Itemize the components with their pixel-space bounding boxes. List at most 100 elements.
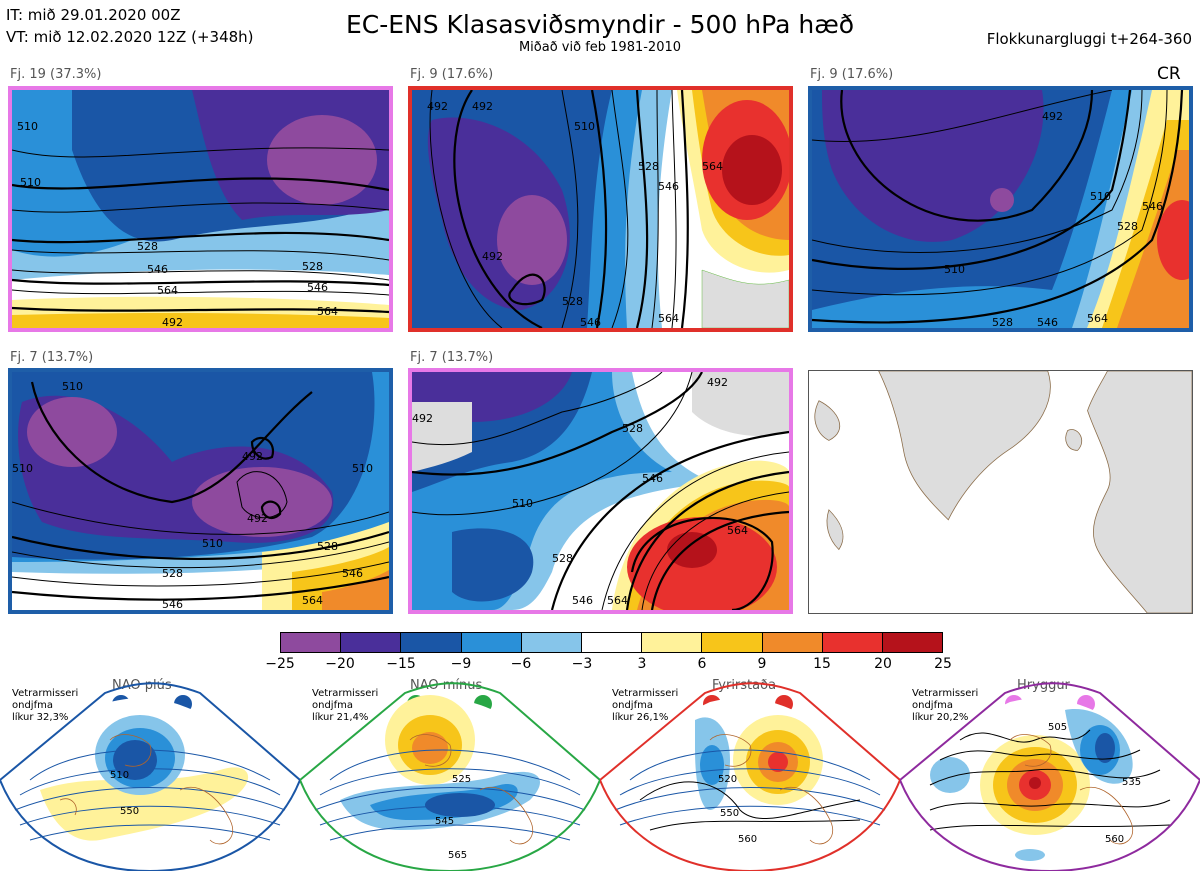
regime-frame — [900, 682, 1200, 871]
valid-time: VT: mið 12.02.2020 12Z (+348h) — [6, 28, 254, 46]
header-info: IT: mið 29.01.2020 00Z VT: mið 12.02.202… — [6, 4, 254, 48]
contour-label: 564 — [727, 524, 748, 537]
panel-5-label: Fj. 7 (13.7%) — [410, 350, 494, 365]
panel-1-label: Fj. 19 (37.3%) — [10, 67, 102, 82]
panel-3-label: Fj. 9 (17.6%) — [810, 67, 894, 82]
contour-label: 505 — [1048, 722, 1067, 733]
contour-label: 550 — [120, 806, 139, 817]
colorbar-swatch — [521, 633, 582, 652]
regime-title: NAO plús — [112, 678, 172, 693]
contour-label: 510 — [12, 462, 33, 475]
cluster-map-1: 510 510 528 546 564 528 546 564 492 — [8, 86, 393, 332]
contour-label: 564 — [1087, 312, 1108, 325]
colorbar-swatch — [581, 633, 643, 652]
contour-label: 564 — [157, 284, 178, 297]
colorbar-swatch — [341, 633, 402, 652]
contour-label: 560 — [1105, 834, 1124, 845]
contour-label: 564 — [317, 305, 338, 318]
colorbar-tick: −6 — [510, 656, 532, 672]
contour-label: 492 — [1042, 110, 1063, 123]
contour-label: 492 — [482, 250, 503, 263]
contour-label: 546 — [162, 598, 183, 610]
contour-label: 510 — [62, 380, 83, 393]
colorbar-tick: 20 — [874, 656, 892, 672]
cr-label: CR — [1157, 64, 1181, 84]
colorbar-swatch — [822, 633, 883, 652]
regime-note: Vetrarmisseri ondjfma líkur 20,2% — [912, 688, 979, 723]
regime-note: Vetrarmisseri ondjfma líkur 21,4% — [312, 688, 379, 723]
contour-label: 528 — [622, 422, 643, 435]
contour-label: 492 — [162, 316, 183, 328]
contour-label: 564 — [702, 160, 723, 173]
regime-frame — [300, 682, 600, 871]
contour-label: 546 — [580, 316, 601, 328]
page-title: EC-ENS Klasasviðsmyndir - 500 hPa hæð — [345, 10, 855, 39]
panel-4-label: Fj. 7 (13.7%) — [10, 350, 94, 365]
cluster-map-4: 510 510 510 492 492 510 528 528 546 546 … — [8, 368, 393, 614]
contour-label: 546 — [1142, 200, 1163, 213]
contour-label: 510 — [944, 263, 965, 276]
contour-label: 510 — [17, 120, 38, 133]
colorbar-swatch — [762, 633, 823, 652]
contour-label: 528 — [552, 552, 573, 565]
contour-label: 528 — [1117, 220, 1138, 233]
regime-note: Vetrarmisseri ondjfma líkur 32,3% — [12, 688, 79, 723]
contour-label: 528 — [992, 316, 1013, 328]
classification-window: Flokkunargluggi t+264-360 — [986, 30, 1192, 48]
colorbar-tick: 25 — [934, 656, 952, 672]
colorbar-tick: 6 — [697, 656, 707, 672]
contour-label: 528 — [562, 295, 583, 308]
contour-label: 525 — [452, 774, 471, 785]
contour-label: 510 — [1090, 190, 1111, 203]
contour-label: 528 — [638, 160, 659, 173]
colorbar-tick: −25 — [265, 656, 295, 672]
contour-label: 560 — [738, 834, 757, 845]
contour-label: 510 — [512, 497, 533, 510]
contour-label: 510 — [20, 176, 41, 189]
regime-blocking: Vetrarmisseri ondjfma líkur 26,1% Fyrirs… — [600, 678, 900, 871]
colorbar-tick: 15 — [813, 656, 831, 672]
colorbar-swatch — [642, 633, 703, 652]
regime-nao-minus: Vetrarmisseri ondjfma líkur 21,4% NAO mí… — [300, 678, 600, 871]
contour-label: 510 — [202, 537, 223, 550]
contour-label: 520 — [718, 774, 737, 785]
colorbar-swatch — [702, 633, 763, 652]
contour-label: 492 — [412, 412, 433, 425]
contour-label: 545 — [435, 816, 454, 827]
regime-title: Fyrirstaða — [712, 678, 777, 693]
regime-nao-plus: Vetrarmisseri ondjfma líkur 32,3% NAO pl… — [0, 678, 300, 871]
contour-label: 565 — [448, 850, 467, 861]
colorbar-tick: −9 — [450, 656, 472, 672]
contour-label: 492 — [427, 100, 448, 113]
contour-label: 492 — [472, 100, 493, 113]
colorbar-swatch — [461, 633, 522, 652]
cluster-map-5: 492 510 528 546 564 492 528 546 564 — [408, 368, 793, 614]
contour-label: 510 — [110, 770, 129, 781]
page-subtitle: Miðað við feb 1981-2010 — [518, 40, 682, 55]
regime-frame — [600, 682, 900, 871]
colorbar-swatch — [882, 633, 943, 652]
reference-map — [808, 370, 1193, 614]
contour-label: 492 — [242, 450, 263, 463]
contour-label: 528 — [302, 260, 323, 273]
contour-label: 546 — [307, 281, 328, 294]
regime-note: Vetrarmisseri ondjfma líkur 26,1% — [612, 688, 679, 723]
colorbar-swatch — [401, 633, 462, 652]
contour-label: 564 — [658, 312, 679, 325]
contour-label: 546 — [658, 180, 679, 193]
colorbar-tick: −3 — [571, 656, 593, 672]
contour-label: 550 — [720, 808, 739, 819]
contour-label: 564 — [607, 594, 628, 607]
contour-label: 492 — [247, 512, 268, 525]
regime-frame — [0, 682, 300, 871]
contour-label: 528 — [137, 240, 158, 253]
contour-label: 546 — [572, 594, 593, 607]
regime-ridge: Vetrarmisseri ondjfma líkur 20,2% Hryggu… — [900, 678, 1200, 871]
contour-label: 528 — [317, 540, 338, 553]
contour-label: 528 — [162, 567, 183, 580]
contour-label: 492 — [707, 376, 728, 389]
colorbar-swatch — [281, 633, 342, 652]
contour-label: 546 — [642, 472, 663, 485]
colorbar-tick: 9 — [757, 656, 767, 672]
panel-2-label: Fj. 9 (17.6%) — [410, 67, 494, 82]
